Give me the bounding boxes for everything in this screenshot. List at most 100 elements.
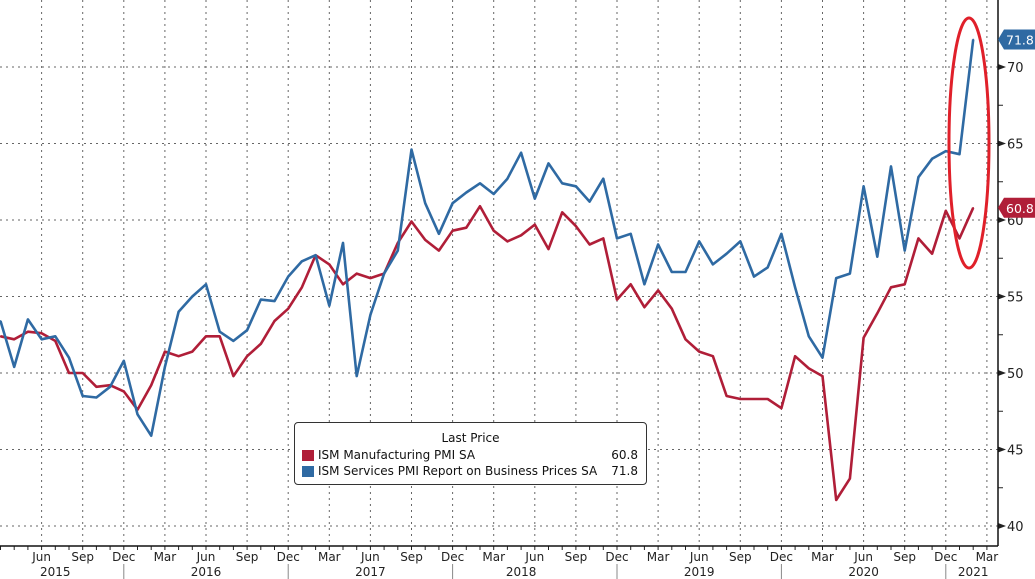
x-tick-label: Sep	[893, 550, 916, 564]
data-point	[95, 385, 98, 388]
data-point	[492, 193, 495, 195]
data-point	[561, 211, 563, 214]
x-tick-label: Mar	[976, 550, 999, 564]
y-tick-label: 40	[1007, 520, 1024, 535]
data-point	[383, 272, 385, 275]
data-point	[328, 263, 331, 266]
data-point	[424, 239, 427, 241]
x-tick-label: Dec	[277, 550, 300, 564]
data-point	[958, 237, 961, 240]
x-tick-label: Sep	[236, 550, 259, 564]
data-point	[876, 312, 879, 315]
legend-value: 71.8	[611, 464, 638, 478]
data-point	[205, 283, 207, 286]
last-value-label: 71.8	[1006, 32, 1034, 47]
data-point	[246, 329, 248, 331]
data-point	[712, 263, 714, 266]
data-point	[808, 335, 810, 338]
data-point	[54, 335, 57, 338]
data-point	[27, 318, 29, 321]
data-point	[821, 375, 824, 377]
data-point	[205, 335, 207, 338]
data-point	[314, 254, 317, 256]
data-point	[534, 197, 536, 200]
y-tick-mark	[998, 64, 1006, 70]
data-point	[177, 355, 180, 357]
data-point	[780, 407, 783, 409]
data-point	[424, 202, 427, 204]
highlight-ellipse	[947, 16, 991, 270]
data-point	[273, 320, 276, 322]
data-point	[835, 277, 837, 279]
data-point	[671, 307, 673, 310]
data-point	[862, 337, 865, 339]
data-point	[849, 272, 851, 275]
data-point	[287, 307, 290, 310]
y-tick-mark	[998, 446, 1006, 453]
data-point	[958, 153, 961, 156]
year-label: 2019	[684, 565, 715, 579]
series-line-manufacturing	[0, 204, 975, 502]
year-label: 2015	[40, 565, 71, 579]
data-point	[972, 38, 974, 41]
legend-swatch-manufacturing	[302, 449, 314, 461]
x-tick-label: Mar	[811, 550, 834, 564]
data-point	[355, 272, 358, 275]
data-point	[451, 229, 454, 232]
data-point	[27, 330, 29, 333]
data-point	[150, 384, 152, 387]
x-tick-label: Sep	[565, 550, 588, 564]
data-point	[287, 275, 290, 278]
data-point	[301, 286, 303, 289]
data-point	[616, 298, 618, 301]
data-point	[479, 182, 481, 185]
data-point	[547, 162, 550, 165]
legend-item-manufacturing: ISM Manufacturing PMI SA 60.8	[295, 447, 646, 463]
data-point	[698, 240, 700, 243]
data-point	[246, 355, 248, 357]
legend-item-services-prices: ISM Services PMI Report on Business Pric…	[295, 463, 646, 479]
data-point	[81, 395, 84, 397]
data-point	[0, 320, 2, 322]
data-point	[657, 243, 659, 246]
data-point	[123, 390, 125, 393]
data-point	[643, 283, 646, 286]
data-point	[712, 355, 714, 357]
data-point	[506, 240, 509, 243]
data-point	[164, 350, 166, 353]
x-tick-label: Sep	[400, 550, 423, 564]
data-point	[794, 286, 796, 289]
x-tick-label: Mar	[482, 550, 505, 564]
data-point	[684, 338, 687, 341]
legend-swatch-services-prices	[302, 465, 314, 477]
y-tick-mark	[998, 140, 1006, 147]
data-point	[369, 314, 372, 316]
x-tick-label: Dec	[441, 550, 464, 564]
data-point	[438, 232, 440, 235]
data-point	[177, 311, 180, 313]
data-point	[903, 249, 906, 252]
last-value-tag	[998, 29, 1035, 50]
data-point	[931, 252, 933, 255]
data-point	[835, 499, 837, 501]
legend-label: ISM Services PMI Report on Business Pric…	[318, 464, 598, 478]
legend-label: ISM Manufacturing PMI SA	[318, 448, 476, 462]
data-point	[328, 304, 331, 307]
data-point	[232, 375, 235, 377]
data-point	[698, 350, 700, 353]
data-point	[534, 223, 536, 226]
x-tick-label: Jun	[196, 550, 216, 564]
x-tick-label: Jun	[31, 550, 51, 564]
data-point	[0, 335, 2, 338]
legend: Last Price ISM Manufacturing PMI SA 60.8…	[294, 422, 647, 485]
data-point	[54, 340, 57, 342]
year-label: 2018	[506, 565, 537, 579]
data-point	[13, 366, 15, 368]
data-point	[671, 271, 673, 273]
data-point	[917, 237, 920, 240]
data-point	[931, 158, 933, 160]
data-point	[465, 226, 468, 229]
data-point	[561, 182, 563, 185]
data-point	[301, 260, 303, 263]
data-point	[616, 237, 618, 240]
